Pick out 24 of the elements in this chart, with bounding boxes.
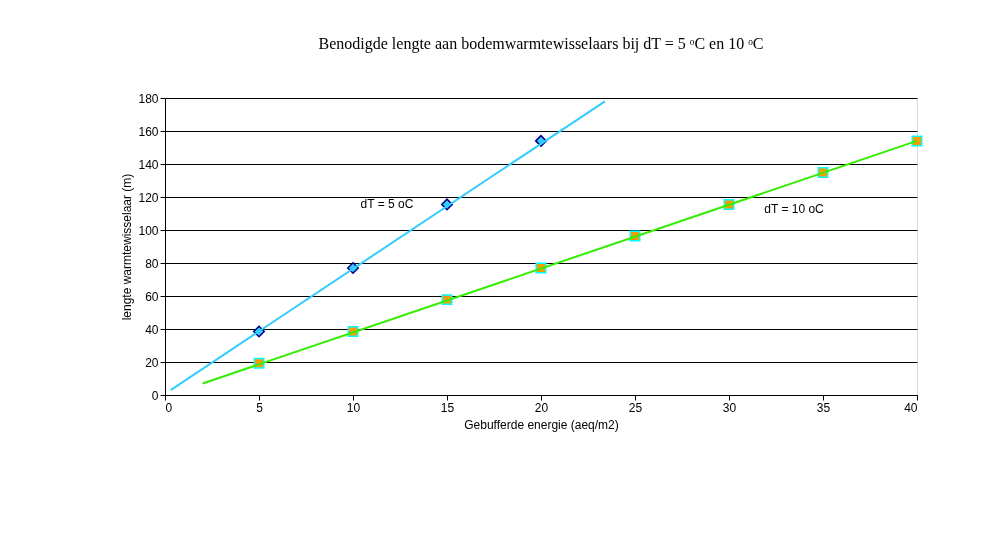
y-tick-label: 80 (145, 256, 159, 271)
x-tick-label: 40 (904, 400, 918, 415)
x-tick-label: 20 (534, 400, 549, 415)
y-tick-label: 0 (151, 388, 159, 403)
y-tick-label: 100 (138, 223, 159, 238)
y-tick-label: 160 (138, 124, 159, 139)
y-tick-label: 40 (145, 322, 159, 337)
x-tick-label: 10 (346, 400, 361, 415)
text: dT = 5 oC (360, 197, 414, 212)
y-tick-label: 60 (145, 289, 159, 304)
x-tick-label: 5 (256, 400, 264, 415)
text: dT = 10 oC (764, 202, 825, 217)
x-tick-label: 35 (816, 400, 831, 415)
x-tick-label: 0 (165, 400, 173, 415)
x-tick-label: 25 (628, 400, 643, 415)
y-tick-label: 180 (138, 91, 159, 106)
x-tick-label: 15 (440, 400, 455, 415)
x-tick-label: 30 (722, 400, 737, 415)
chart-title: Benodigde lengte aan bodemwarmtewisselaars bij dT = 5 ᵒC en 10 ᵒC (318, 35, 764, 53)
y-tick-label: 140 (138, 157, 159, 172)
y-axis-title: lengte warmtewisselaar (m) (120, 173, 135, 321)
y-tick-label: 20 (145, 355, 159, 370)
y-tick-label: 120 (138, 190, 159, 205)
x-axis-title: Gebufferde energie (aeq/m2) (464, 417, 619, 432)
